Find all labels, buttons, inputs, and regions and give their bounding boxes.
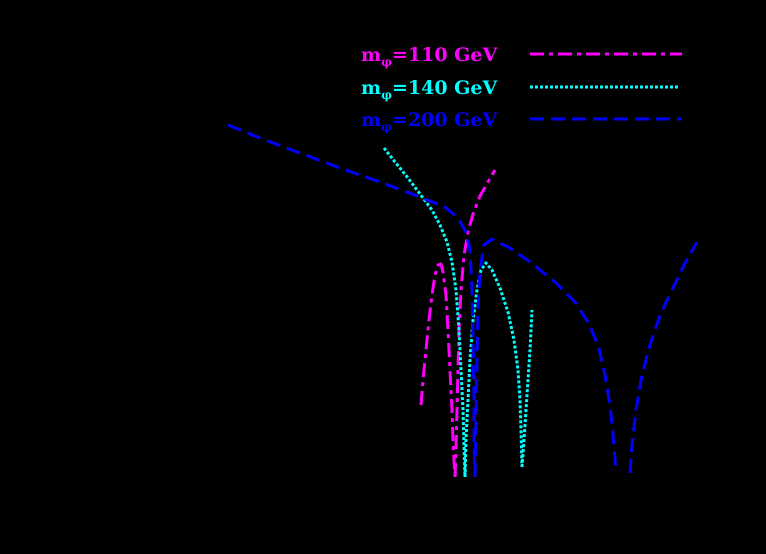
plot-area xyxy=(227,123,699,478)
series-m-phi-110-gev xyxy=(419,169,497,478)
series-m-phi-200-gev xyxy=(227,123,699,478)
series-m-phi-140-gev xyxy=(382,147,534,478)
curve-segment xyxy=(628,241,699,474)
curve-segment xyxy=(463,261,524,478)
legend-item: mφ=200 GeV xyxy=(361,109,682,134)
legend-item: mφ=110 GeV xyxy=(361,44,682,69)
curve-segment xyxy=(473,237,618,478)
legend-label: mφ=140 GeV xyxy=(361,77,498,102)
curve-segment xyxy=(419,262,457,478)
curve-segment xyxy=(382,147,467,478)
curve-segment xyxy=(453,169,497,478)
legend: mφ=110 GeV mφ=140 GeV mφ=200 GeV xyxy=(361,44,682,134)
curve-segment xyxy=(520,309,534,468)
curve-segment xyxy=(227,123,477,478)
legend-label: mφ=110 GeV xyxy=(361,44,498,69)
legend-label: mφ=200 GeV xyxy=(361,109,498,134)
legend-item: mφ=140 GeV xyxy=(361,77,680,102)
